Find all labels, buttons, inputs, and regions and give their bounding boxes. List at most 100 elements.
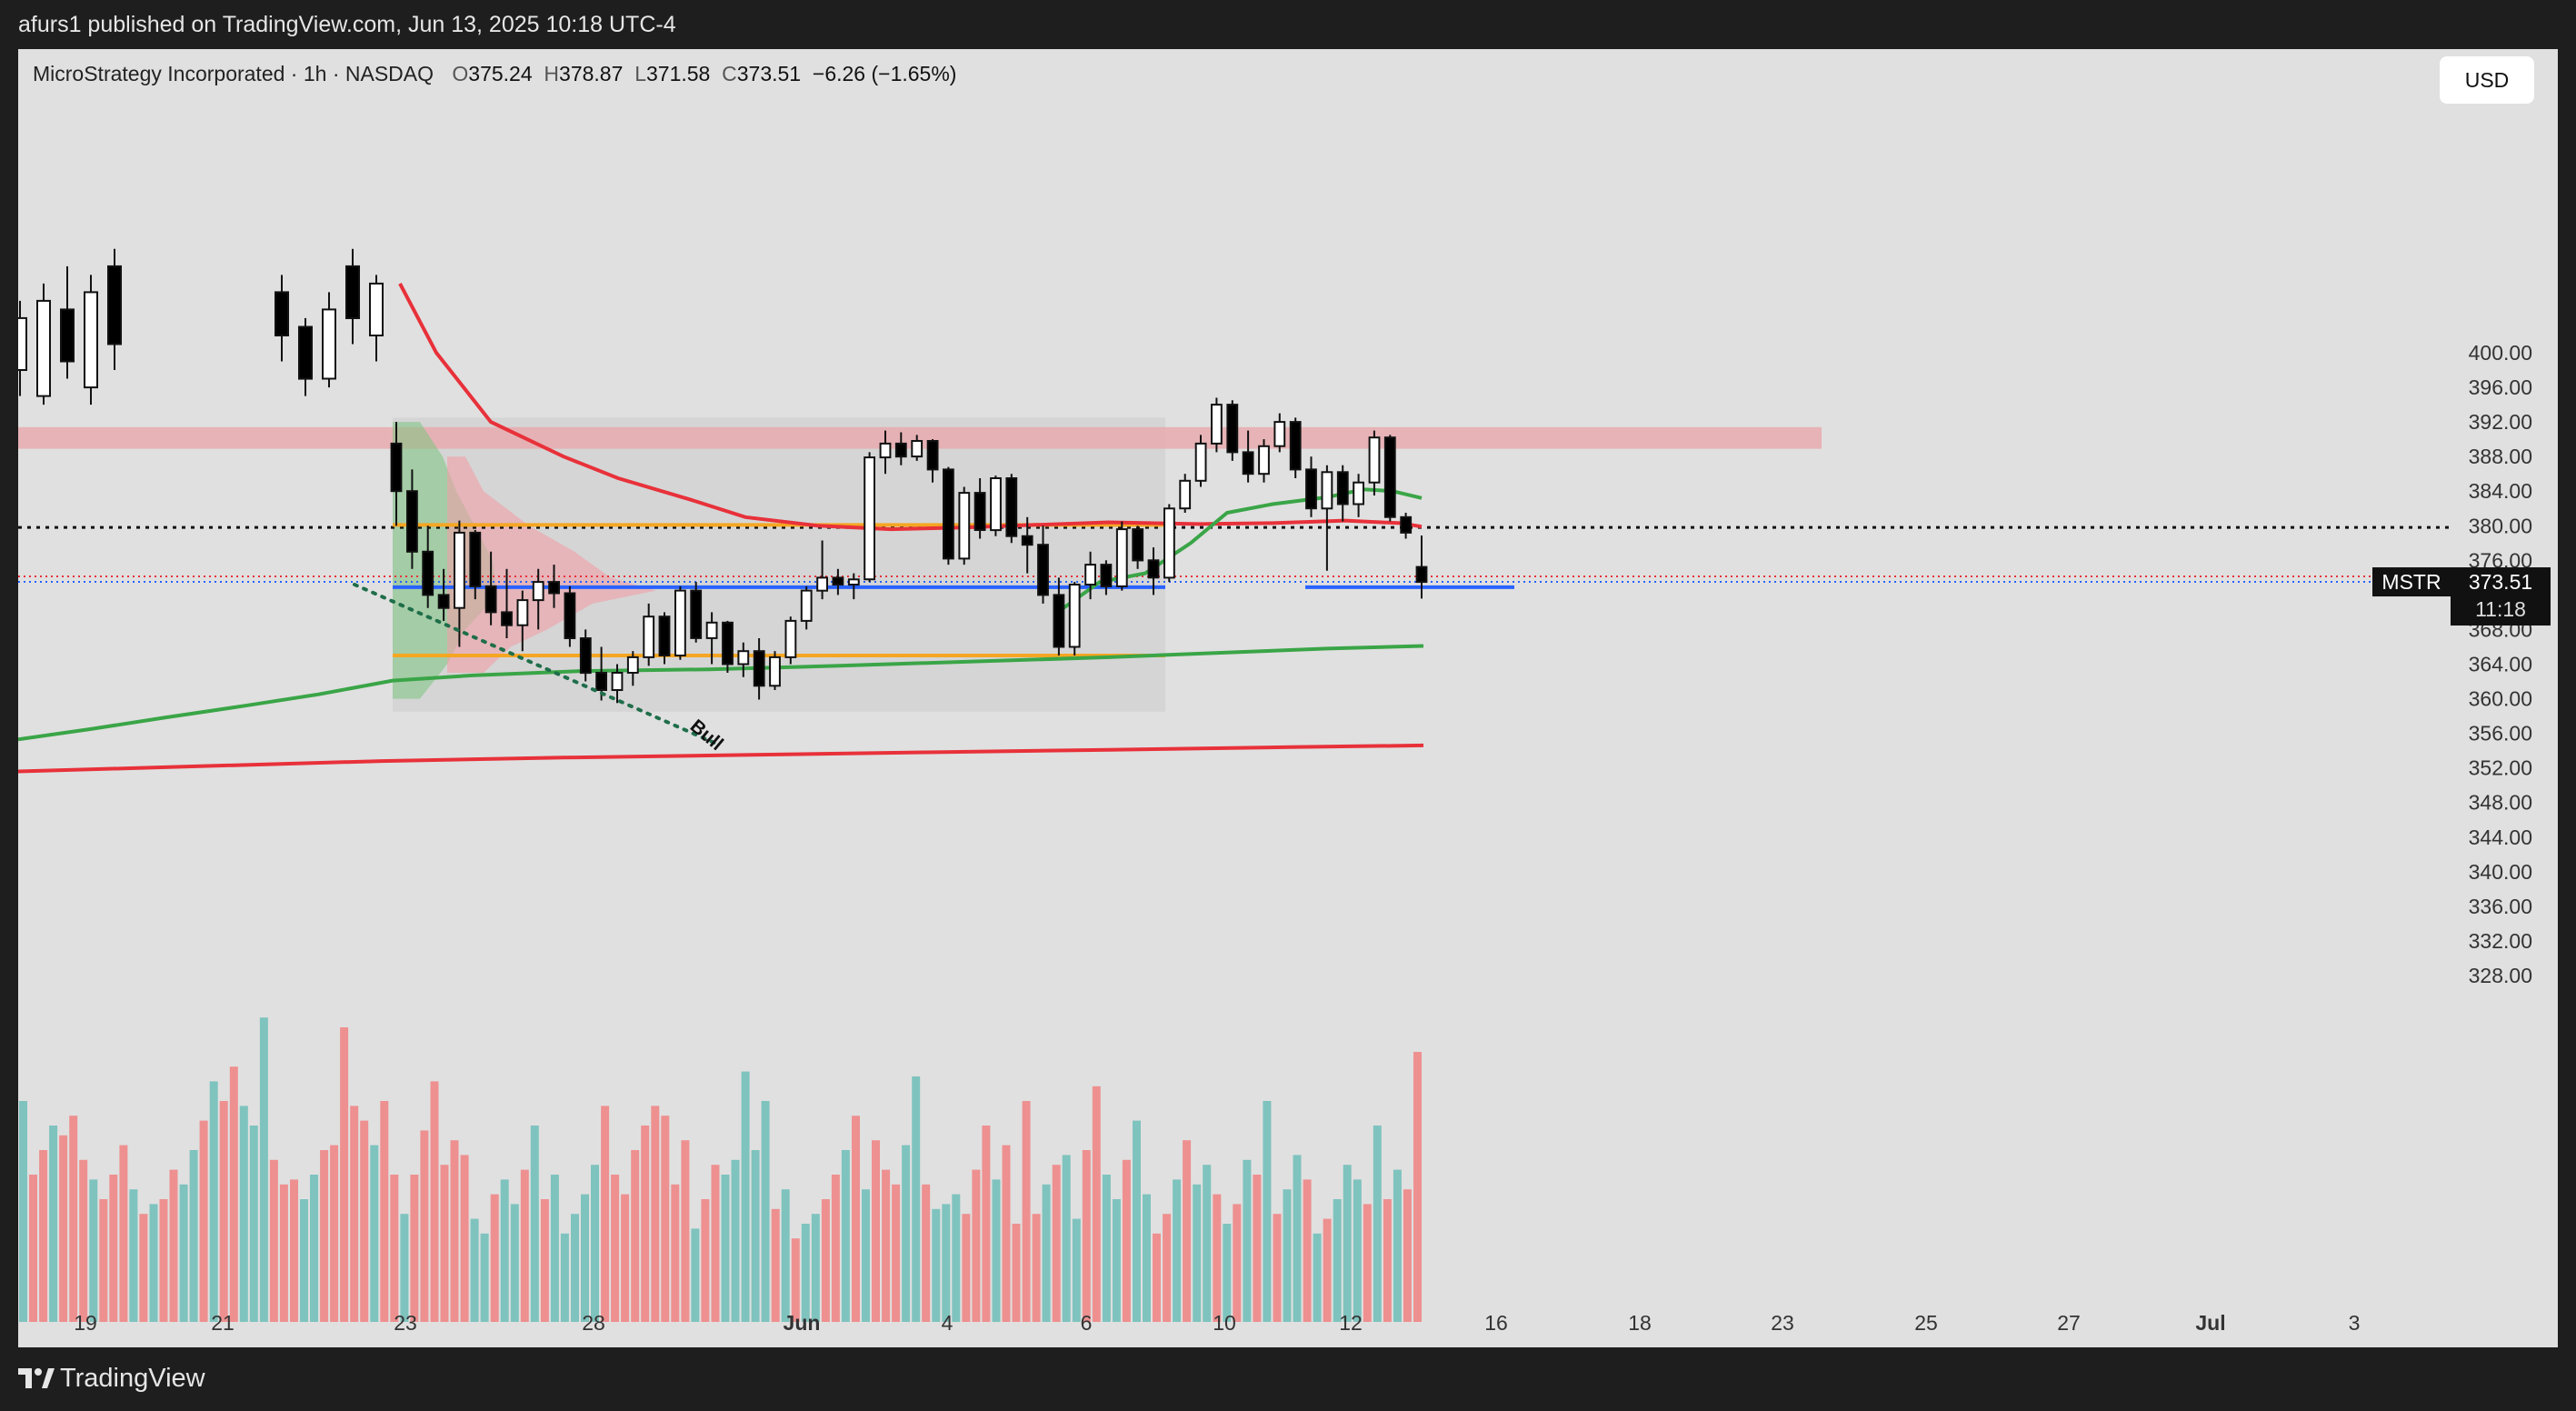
volume-bar (902, 1145, 911, 1322)
volume-bar (952, 1194, 961, 1322)
volume-bar (530, 1126, 539, 1322)
volume-bar (259, 1017, 268, 1322)
high-value: 378.87 (559, 62, 624, 85)
volume-bar (470, 1218, 479, 1322)
volume-bar (199, 1120, 208, 1322)
volume-bar (189, 1150, 198, 1322)
candle (611, 664, 624, 704)
price-tick-label: 392.00 (2469, 410, 2532, 434)
price-tick-label: 340.00 (2469, 860, 2532, 884)
candle (864, 452, 876, 583)
volume-bar (1133, 1120, 1141, 1322)
price-tick-label: 396.00 (2469, 375, 2532, 399)
volume-bar (1042, 1184, 1051, 1322)
candle-body (705, 621, 718, 639)
volume-bar (480, 1233, 489, 1322)
candle (18, 300, 27, 396)
candle-body (1273, 421, 1286, 447)
volume-bar (1263, 1101, 1272, 1322)
candle (1053, 577, 1065, 655)
candle (84, 275, 98, 405)
candle (753, 638, 765, 700)
candle (1068, 582, 1081, 655)
volume-bar (581, 1194, 589, 1322)
tradingview-logo-icon (18, 1368, 55, 1388)
candle-body (816, 576, 829, 592)
volume-bar (490, 1194, 499, 1322)
time-tick-label: 18 (1628, 1311, 1652, 1335)
candle-body (1068, 584, 1081, 648)
candle (1179, 474, 1192, 513)
candle (1368, 430, 1381, 495)
price-tick-label: 380.00 (2469, 514, 2532, 537)
candle-body (564, 592, 576, 639)
price-tick-label: 388.00 (2469, 445, 2532, 468)
volume-bar (400, 1214, 409, 1322)
volume-bar (1393, 1169, 1402, 1322)
price-chart-svg[interactable]: 328.00 332.00 336.00 340.00 344.00 348.00 352.… (18, 49, 2558, 1347)
chart-area[interactable]: 328.00 332.00 336.00 340.00 344.00 348.00 352.… (18, 49, 2558, 1347)
candle (1258, 439, 1270, 483)
candle (1100, 560, 1113, 595)
volume-bar (1203, 1165, 1212, 1322)
volume-bar (821, 1199, 830, 1322)
price-tick-label: 364.00 (2469, 653, 2532, 676)
candle-body (406, 490, 418, 553)
volume-bar (229, 1066, 238, 1322)
candle (1353, 474, 1364, 517)
candle-body (1368, 436, 1381, 484)
volume-bar (1022, 1101, 1031, 1322)
volume-bar (791, 1238, 800, 1322)
volume-bar (1092, 1086, 1101, 1322)
candle-body (1194, 442, 1207, 482)
candle-body (36, 299, 51, 397)
volume-bar (320, 1150, 329, 1322)
candle-body (437, 594, 450, 609)
candle-body (690, 589, 703, 639)
volume-bar (621, 1194, 630, 1322)
candle (548, 565, 561, 608)
time-tick-label: 21 (211, 1311, 235, 1335)
volume-bar (390, 1175, 399, 1322)
candle-body (1021, 535, 1033, 546)
candle-body (595, 672, 608, 691)
candle (1163, 504, 1175, 583)
volume-bar (1303, 1179, 1312, 1322)
candle (722, 620, 734, 673)
candle-body (737, 650, 750, 665)
volume-bar (440, 1165, 449, 1322)
candle-body (1336, 471, 1349, 505)
candle (275, 275, 289, 362)
candle (737, 642, 750, 677)
volume-bar (811, 1214, 820, 1322)
candle-body (674, 589, 686, 656)
price-tick-label: 344.00 (2469, 826, 2532, 849)
candle (516, 590, 529, 652)
volume-bar (1193, 1184, 1202, 1322)
candle (769, 651, 781, 690)
time-tick-label: 25 (1914, 1311, 1938, 1335)
volume-bar (1052, 1165, 1061, 1322)
candle (943, 466, 954, 565)
candle (911, 435, 924, 461)
currency-button[interactable]: USD (2440, 56, 2534, 104)
volume-bar (410, 1175, 419, 1322)
volume-bar (69, 1116, 78, 1322)
volume-bar (1062, 1155, 1071, 1322)
price-tick-label: 356.00 (2469, 722, 2532, 746)
candle (1242, 430, 1254, 483)
candle-body (369, 282, 384, 336)
volume-bar (1403, 1189, 1412, 1322)
volume-bar (1373, 1126, 1382, 1322)
candle-body (422, 550, 434, 596)
volume-bar (279, 1184, 288, 1322)
candle (484, 551, 497, 625)
candle (60, 265, 75, 379)
time-tick-label: 12 (1339, 1311, 1363, 1335)
price-tick-label: 328.00 (2469, 964, 2532, 987)
volume-bar (1002, 1145, 1011, 1322)
volume-bar (771, 1208, 780, 1322)
candle-body (973, 492, 986, 532)
candle-body (1353, 481, 1364, 505)
candle (390, 422, 403, 526)
